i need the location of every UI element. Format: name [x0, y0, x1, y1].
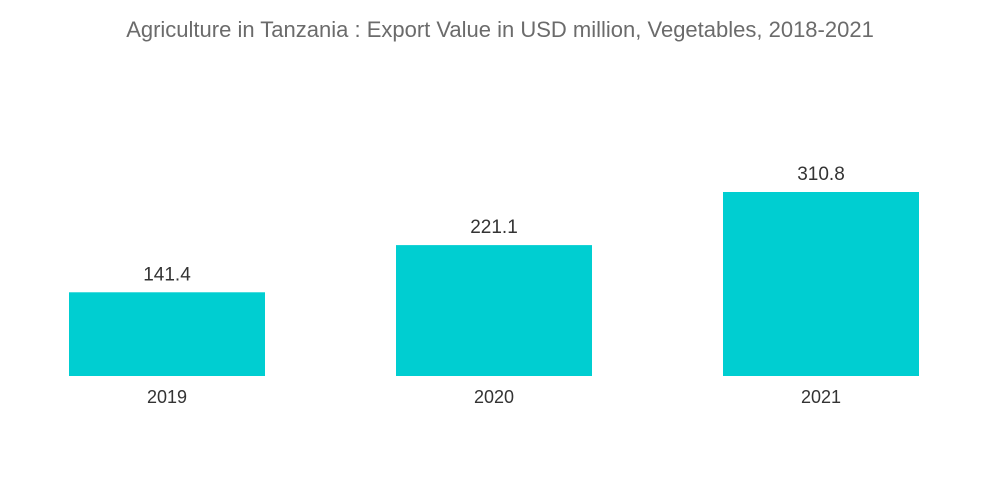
- bar-2019: [69, 292, 265, 376]
- bar-2020: [396, 245, 592, 376]
- x-tick-label-2020: 2020: [474, 387, 514, 407]
- x-tick-label-2019: 2019: [147, 387, 187, 407]
- value-label-2019: 141.4: [143, 264, 191, 285]
- chart-title: Agriculture in Tanzania : Export Value i…: [126, 17, 874, 42]
- value-label-2021: 310.8: [797, 164, 845, 185]
- x-axis-ticks: 2019 2020 2021: [147, 387, 841, 407]
- bar-2021: [723, 192, 919, 376]
- bars-layer: [69, 192, 919, 376]
- value-label-2020: 221.1: [470, 217, 518, 238]
- value-labels-layer: 141.4 221.1 310.8: [143, 164, 845, 285]
- x-tick-label-2021: 2021: [801, 387, 841, 407]
